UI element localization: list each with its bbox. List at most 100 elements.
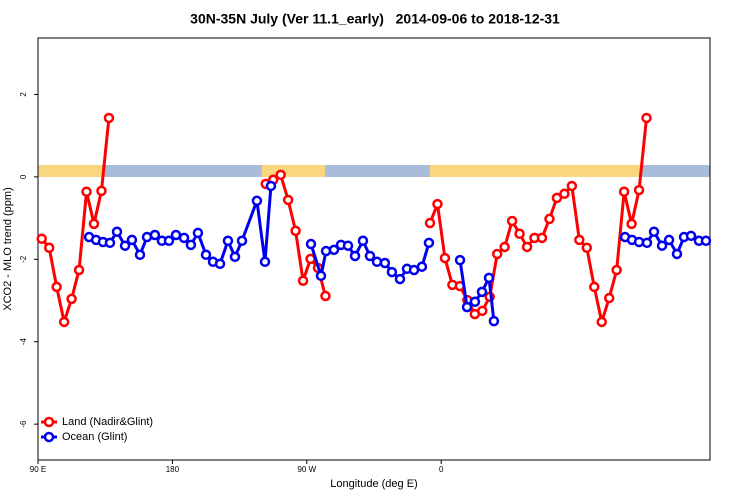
data-point [544,213,555,225]
legend-label: Ocean (Glint) [62,431,127,443]
land-mask [38,165,710,177]
data-point [574,234,585,246]
data-point [134,249,146,261]
data-point [149,229,161,241]
data-point [342,240,354,251]
data-point [51,281,62,293]
x-tick-label: 0 [439,465,444,474]
data-point [200,249,212,261]
land-band [38,165,105,177]
data-point [551,192,563,204]
series-line [40,117,111,324]
plot-frame [37,37,711,461]
data-point [229,251,241,263]
data-point [663,234,675,246]
data-point [119,240,131,251]
series-line [458,259,496,322]
data-point [700,235,712,247]
data-point [357,235,369,247]
data-point [439,252,451,264]
data-point [290,225,301,237]
data-point [423,237,435,249]
data-point [88,218,100,230]
data-point [163,235,175,247]
data-point [469,296,481,307]
data-point [566,180,578,192]
x-tick-label: 180 [166,465,180,474]
data-point [461,301,473,313]
data-point [633,184,645,196]
data-point [192,227,204,239]
data-point [43,242,55,254]
data-point [483,272,495,284]
ocean-band [642,165,710,177]
data-point [364,250,376,262]
data-point [73,264,85,276]
data-point [611,264,622,276]
data-point [514,228,525,240]
data-point [394,273,406,285]
data-point [476,286,488,298]
y-tick-label: 2 [19,92,28,97]
data-point [320,290,331,302]
data-point [618,186,630,197]
data-point [626,218,637,230]
data-point [641,237,653,249]
data-point [320,245,332,257]
data-point [589,281,600,293]
data-point [596,316,607,328]
data-point [328,244,340,256]
data-point [36,233,47,244]
data-point [424,217,436,229]
data-point [104,237,116,249]
data-point [282,194,294,206]
land-band [430,165,642,177]
data-point [521,241,533,253]
data-point [656,240,668,251]
legend-marker [43,416,55,428]
data-point [126,234,138,246]
data-point [371,256,383,268]
legend-label: Land (Nadir&Glint) [62,416,153,428]
data-point [416,261,428,272]
data-point [81,186,92,197]
data-point [506,215,518,227]
data-point [222,235,234,247]
data-point [259,256,271,268]
data-point [214,258,226,270]
chart-title: 30N-35N July (Ver 11.1_early) 2014-09-06… [190,11,560,27]
data-point [185,239,197,251]
y-tick-label: -6 [19,420,28,428]
data-point [488,315,500,327]
data-point [386,266,398,278]
data-point [275,169,286,181]
data-point [641,112,652,124]
data-point [432,198,443,210]
x-axis-label: Longitude (deg E) [330,478,417,490]
data-point [379,257,391,269]
legend-marker [43,431,55,443]
data-point [111,226,123,237]
data-point [96,185,107,197]
data-point [536,232,548,244]
data-point [477,305,488,317]
data-point [581,242,593,254]
data-point [315,270,327,282]
data-point [454,254,466,266]
data-point [349,250,361,262]
data-point [103,112,115,124]
data-point [170,229,182,241]
x-tick-label: 90 W [297,465,316,474]
data-point [491,248,503,260]
ocean-band [105,165,262,177]
y-axis-label: XCO2 - MLO trend (ppm) [2,187,14,310]
ocean-band [325,165,430,177]
data-point [58,316,70,328]
y-tick-label: -4 [19,338,28,346]
data-point [66,293,77,305]
data-point [671,248,683,260]
data-point [236,235,248,247]
data-point [648,226,660,237]
data-point [265,180,277,192]
